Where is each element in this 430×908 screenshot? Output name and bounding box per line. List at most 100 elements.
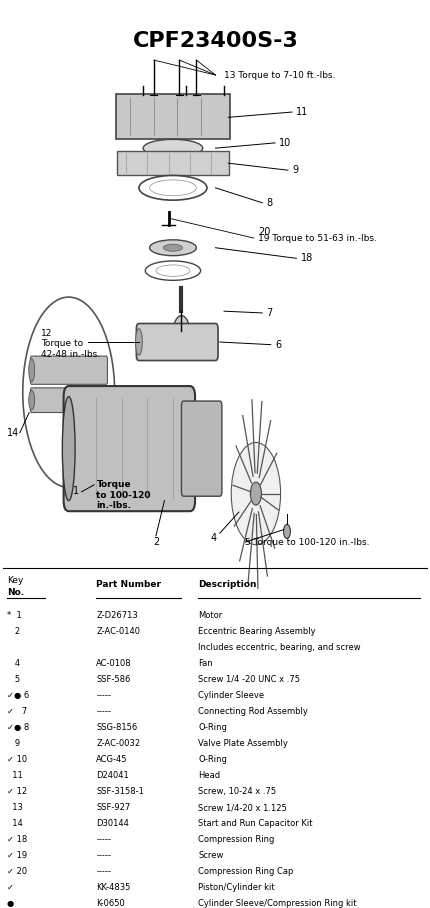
Text: 9: 9 bbox=[292, 165, 298, 175]
Text: K-0650: K-0650 bbox=[96, 900, 125, 908]
Text: 18: 18 bbox=[300, 253, 312, 263]
Text: O-Ring: O-Ring bbox=[198, 755, 227, 765]
Text: Head: Head bbox=[198, 771, 220, 780]
FancyBboxPatch shape bbox=[31, 356, 107, 384]
Text: Description: Description bbox=[198, 580, 256, 589]
Text: 2: 2 bbox=[153, 537, 159, 547]
Text: 4: 4 bbox=[7, 659, 20, 668]
Text: Screw 1/4 -20 UNC x .75: Screw 1/4 -20 UNC x .75 bbox=[198, 675, 300, 684]
Circle shape bbox=[250, 482, 261, 505]
Text: SSF-3158-1: SSF-3158-1 bbox=[96, 787, 144, 796]
Text: O-Ring: O-Ring bbox=[198, 723, 227, 732]
Text: Cylinder Sleeve: Cylinder Sleeve bbox=[198, 691, 264, 700]
Text: *  1: * 1 bbox=[7, 611, 22, 620]
Text: D30144: D30144 bbox=[96, 819, 129, 828]
Text: ✓: ✓ bbox=[7, 883, 22, 893]
Text: -----: ----- bbox=[96, 691, 111, 700]
Circle shape bbox=[172, 316, 190, 350]
Text: 8: 8 bbox=[266, 198, 272, 208]
Text: 2: 2 bbox=[7, 627, 20, 636]
Text: -----: ----- bbox=[96, 835, 111, 844]
Ellipse shape bbox=[135, 329, 142, 355]
Ellipse shape bbox=[143, 139, 202, 157]
Text: 19 Torque to 51-63 in.-lbs.: 19 Torque to 51-63 in.-lbs. bbox=[258, 233, 376, 242]
Text: ✓ 18: ✓ 18 bbox=[7, 835, 27, 844]
Text: Compression Ring Cap: Compression Ring Cap bbox=[198, 867, 293, 876]
Text: Screw, 10-24 x .75: Screw, 10-24 x .75 bbox=[198, 787, 276, 796]
Text: Compression Ring: Compression Ring bbox=[198, 835, 274, 844]
Text: Z-D26713: Z-D26713 bbox=[96, 611, 138, 620]
Circle shape bbox=[23, 297, 114, 488]
Text: 5: 5 bbox=[7, 675, 20, 684]
Ellipse shape bbox=[138, 175, 206, 200]
Text: -----: ----- bbox=[96, 867, 111, 876]
Text: Fan: Fan bbox=[198, 659, 212, 668]
Text: 7: 7 bbox=[266, 308, 272, 318]
Text: 6: 6 bbox=[274, 340, 280, 350]
Text: Screw 1/4-20 x 1.125: Screw 1/4-20 x 1.125 bbox=[198, 804, 286, 812]
Text: 5 Torque to 100-120 in.-lbs.: 5 Torque to 100-120 in.-lbs. bbox=[245, 538, 369, 547]
Text: Connecting Rod Assembly: Connecting Rod Assembly bbox=[198, 707, 307, 716]
Text: D24041: D24041 bbox=[96, 771, 129, 780]
Text: KK-4835: KK-4835 bbox=[96, 883, 130, 893]
Text: 14: 14 bbox=[7, 819, 23, 828]
Text: 11: 11 bbox=[296, 107, 308, 117]
Text: Part Number: Part Number bbox=[96, 580, 161, 589]
Text: Includes eccentric, bearing, and screw: Includes eccentric, bearing, and screw bbox=[198, 643, 360, 652]
Ellipse shape bbox=[163, 244, 182, 252]
Text: -----: ----- bbox=[96, 707, 111, 716]
Text: ACG-45: ACG-45 bbox=[96, 755, 128, 765]
Ellipse shape bbox=[29, 390, 34, 410]
Text: ✓ 19: ✓ 19 bbox=[7, 852, 27, 860]
Text: Key: Key bbox=[7, 576, 23, 585]
Text: 10: 10 bbox=[279, 138, 291, 148]
Text: 20: 20 bbox=[258, 227, 270, 237]
Text: 13 Torque to 7-10 ft.-lbs.: 13 Torque to 7-10 ft.-lbs. bbox=[224, 71, 335, 80]
Ellipse shape bbox=[149, 240, 196, 256]
Circle shape bbox=[283, 525, 290, 538]
Ellipse shape bbox=[156, 265, 190, 276]
Circle shape bbox=[231, 442, 280, 545]
Text: ✓● 6: ✓● 6 bbox=[7, 691, 29, 700]
Text: 1: 1 bbox=[73, 486, 79, 496]
Text: ✓● 8: ✓● 8 bbox=[7, 723, 29, 732]
Text: Piston/Cylinder kit: Piston/Cylinder kit bbox=[198, 883, 274, 893]
Text: Torque
to 100-120
in.-lbs.: Torque to 100-120 in.-lbs. bbox=[96, 480, 150, 510]
FancyBboxPatch shape bbox=[136, 323, 218, 360]
Text: Motor: Motor bbox=[198, 611, 222, 620]
FancyBboxPatch shape bbox=[116, 94, 229, 139]
Ellipse shape bbox=[149, 180, 196, 196]
FancyBboxPatch shape bbox=[31, 388, 107, 412]
FancyBboxPatch shape bbox=[64, 386, 195, 511]
Text: ✓ 20: ✓ 20 bbox=[7, 867, 27, 876]
Text: SSG-8156: SSG-8156 bbox=[96, 723, 137, 732]
Ellipse shape bbox=[145, 261, 200, 281]
Text: 4: 4 bbox=[210, 533, 216, 543]
Text: -----: ----- bbox=[96, 852, 111, 860]
Text: 12
Torque to
42-48 in.-lbs.: 12 Torque to 42-48 in.-lbs. bbox=[41, 329, 100, 359]
Text: CPF23400S-3: CPF23400S-3 bbox=[132, 31, 298, 51]
Text: SSF-586: SSF-586 bbox=[96, 675, 130, 684]
Text: 13: 13 bbox=[7, 804, 23, 812]
Text: No.: No. bbox=[7, 587, 24, 597]
Text: 9: 9 bbox=[7, 739, 20, 748]
Text: 14: 14 bbox=[7, 428, 19, 438]
Text: 11: 11 bbox=[7, 771, 23, 780]
Text: Valve Plate Assembly: Valve Plate Assembly bbox=[198, 739, 288, 748]
Text: Z-AC-0140: Z-AC-0140 bbox=[96, 627, 140, 636]
Text: ●: ● bbox=[7, 900, 22, 908]
Ellipse shape bbox=[62, 397, 75, 500]
FancyBboxPatch shape bbox=[181, 401, 221, 496]
Text: Eccentric Bearing Assembly: Eccentric Bearing Assembly bbox=[198, 627, 315, 636]
Text: Screw: Screw bbox=[198, 852, 223, 860]
Text: Z-AC-0032: Z-AC-0032 bbox=[96, 739, 140, 748]
Text: ✓ 10: ✓ 10 bbox=[7, 755, 27, 765]
Text: SSF-927: SSF-927 bbox=[96, 804, 130, 812]
Ellipse shape bbox=[29, 359, 34, 381]
Text: ✓ 12: ✓ 12 bbox=[7, 787, 27, 796]
Text: Cylinder Sleeve/Compression Ring kit: Cylinder Sleeve/Compression Ring kit bbox=[198, 900, 356, 908]
Text: AC-0108: AC-0108 bbox=[96, 659, 132, 668]
Text: ✓   7: ✓ 7 bbox=[7, 707, 27, 716]
FancyBboxPatch shape bbox=[117, 151, 229, 175]
Text: Start and Run Capacitor Kit: Start and Run Capacitor Kit bbox=[198, 819, 312, 828]
